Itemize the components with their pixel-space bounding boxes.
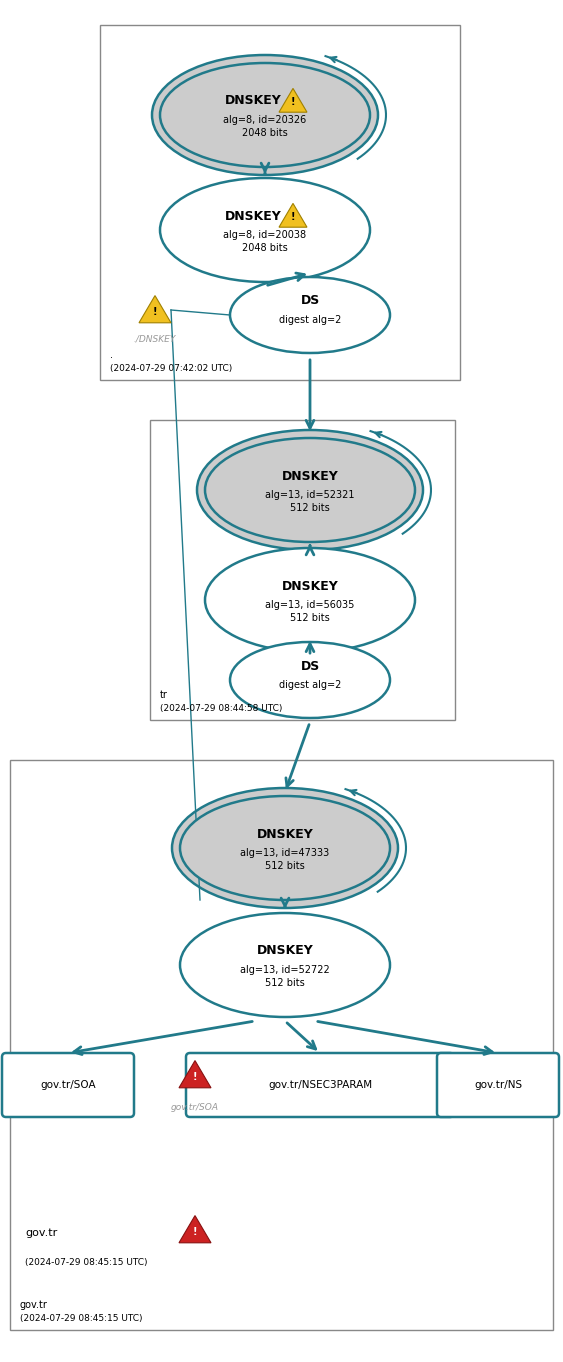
FancyBboxPatch shape	[186, 1053, 454, 1117]
Text: !: !	[291, 212, 295, 222]
Text: (2024-07-29 08:44:58 UTC): (2024-07-29 08:44:58 UTC)	[160, 704, 283, 712]
Ellipse shape	[230, 642, 390, 718]
Text: (2024-07-29 08:45:15 UTC): (2024-07-29 08:45:15 UTC)	[25, 1258, 148, 1267]
Text: 512 bits: 512 bits	[265, 861, 305, 872]
Text: DS: DS	[301, 659, 320, 673]
Text: digest alg=2: digest alg=2	[279, 680, 341, 691]
Text: DNSKEY: DNSKEY	[257, 944, 314, 957]
Text: alg=13, id=52321: alg=13, id=52321	[265, 490, 355, 500]
Text: 2048 bits: 2048 bits	[242, 128, 288, 138]
Text: alg=13, id=52722: alg=13, id=52722	[240, 966, 330, 975]
Ellipse shape	[180, 795, 390, 900]
Text: !: !	[193, 1227, 197, 1237]
FancyBboxPatch shape	[10, 760, 553, 1331]
Text: DS: DS	[301, 294, 320, 308]
Text: DNSKEY: DNSKEY	[225, 94, 282, 108]
Text: tr: tr	[160, 691, 168, 700]
Ellipse shape	[230, 276, 390, 353]
Text: (2024-07-29 07:42:02 UTC): (2024-07-29 07:42:02 UTC)	[110, 364, 233, 373]
Text: (2024-07-29 08:45:15 UTC): (2024-07-29 08:45:15 UTC)	[20, 1314, 142, 1323]
Text: .: .	[110, 350, 113, 360]
Polygon shape	[279, 89, 307, 112]
FancyBboxPatch shape	[150, 419, 455, 720]
Text: alg=8, id=20038: alg=8, id=20038	[224, 230, 307, 240]
Text: DNSKEY: DNSKEY	[282, 579, 338, 592]
Text: gov.tr/SOA: gov.tr/SOA	[171, 1103, 219, 1111]
Text: 512 bits: 512 bits	[290, 613, 330, 622]
Ellipse shape	[160, 178, 370, 282]
Text: !: !	[193, 1072, 197, 1081]
Polygon shape	[279, 203, 307, 227]
Ellipse shape	[197, 430, 423, 550]
FancyBboxPatch shape	[100, 25, 460, 380]
Ellipse shape	[205, 439, 415, 542]
Text: gov.tr/NS: gov.tr/NS	[474, 1080, 522, 1090]
Text: alg=13, id=56035: alg=13, id=56035	[265, 601, 355, 610]
Ellipse shape	[160, 63, 370, 168]
Text: gov.tr: gov.tr	[20, 1299, 48, 1310]
Ellipse shape	[172, 789, 398, 908]
Ellipse shape	[205, 548, 415, 652]
Polygon shape	[179, 1061, 211, 1088]
Text: DNSKEY: DNSKEY	[225, 210, 282, 222]
Text: !: !	[291, 97, 295, 108]
Polygon shape	[179, 1216, 211, 1242]
Text: alg=8, id=20326: alg=8, id=20326	[224, 114, 307, 125]
Text: ./DNSKEY: ./DNSKEY	[134, 335, 176, 345]
FancyBboxPatch shape	[437, 1053, 559, 1117]
Text: gov.tr: gov.tr	[25, 1229, 57, 1238]
Text: alg=13, id=47333: alg=13, id=47333	[240, 849, 329, 858]
Polygon shape	[139, 296, 171, 323]
Text: 512 bits: 512 bits	[290, 503, 330, 513]
FancyBboxPatch shape	[2, 1053, 134, 1117]
Text: DNSKEY: DNSKEY	[282, 470, 338, 482]
Text: 2048 bits: 2048 bits	[242, 242, 288, 253]
Text: DNSKEY: DNSKEY	[257, 828, 314, 840]
Text: !: !	[153, 306, 157, 317]
Text: 512 bits: 512 bits	[265, 978, 305, 987]
Ellipse shape	[152, 54, 378, 174]
Text: gov.tr/NSEC3PARAM: gov.tr/NSEC3PARAM	[268, 1080, 372, 1090]
Text: digest alg=2: digest alg=2	[279, 315, 341, 326]
Ellipse shape	[180, 913, 390, 1017]
Text: gov.tr/SOA: gov.tr/SOA	[40, 1080, 96, 1090]
